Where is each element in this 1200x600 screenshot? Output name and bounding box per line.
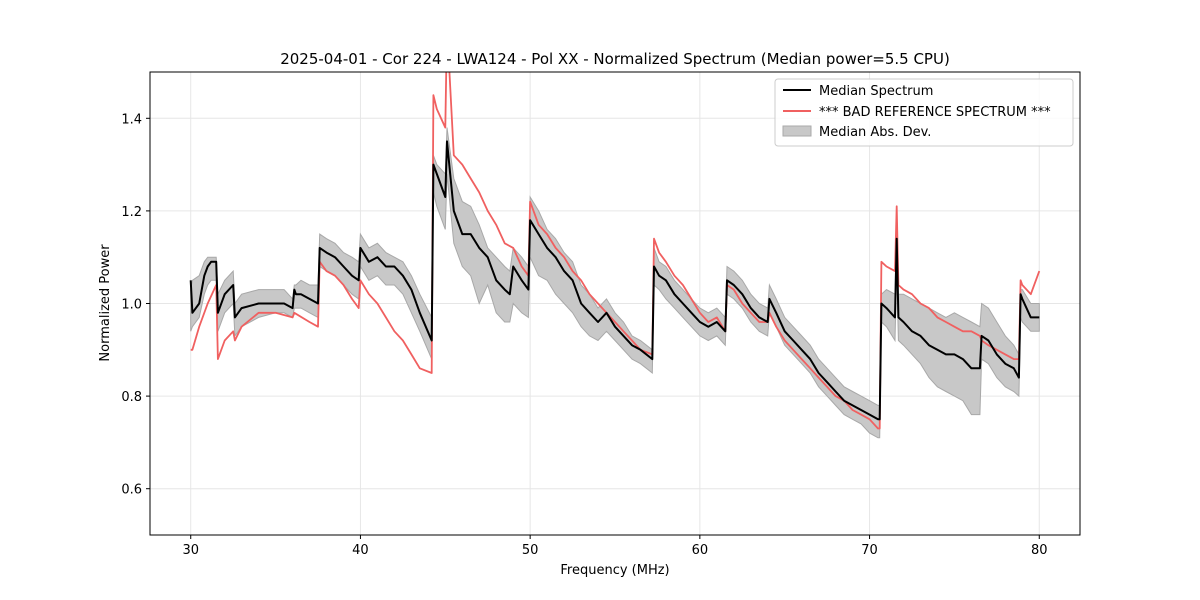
x-axis-label: Frequency (MHz) — [560, 563, 669, 578]
chart-title: 2025-04-01 - Cor 224 - LWA124 - Pol XX -… — [280, 50, 950, 68]
x-tick-label-4: 70 — [861, 543, 878, 558]
x-tick-label-2: 50 — [522, 543, 539, 558]
y-tick-label-2: 1.0 — [121, 298, 142, 313]
x-tick-label-5: 80 — [1031, 543, 1048, 558]
reference-spectrum-line — [190, 72, 1041, 430]
y-tick-label-4: 1.4 — [121, 112, 142, 127]
series-layer — [189, 72, 1041, 430]
mad-band-layer — [190, 127, 1040, 439]
axis-ticks: 30 40 50 60 70 80 0.6 0.8 1.0 1.2 1.4 — [121, 112, 1047, 558]
x-tick-label-0: 30 — [182, 543, 199, 558]
mad-band — [190, 127, 1040, 439]
legend-mad-swatch — [782, 125, 812, 137]
legend-median-label: Median Spectrum — [819, 84, 933, 99]
y-tick-label-1: 0.8 — [121, 390, 142, 405]
x-tick-label-1: 40 — [352, 543, 369, 558]
y-axis-label: Normalized Power — [98, 244, 113, 362]
legend-mad-label: Median Abs. Dev. — [819, 125, 931, 140]
legend: Median Spectrum *** BAD REFERENCE SPECTR… — [774, 78, 1074, 147]
legend-frame — [774, 78, 1074, 147]
x-tick-label-3: 60 — [692, 543, 709, 558]
y-tick-label-3: 1.2 — [121, 205, 142, 220]
median-spectrum-line — [189, 140, 1040, 421]
legend-reference-label: *** BAD REFERENCE SPECTRUM *** — [819, 105, 1051, 120]
y-tick-label-0: 0.6 — [121, 483, 142, 498]
